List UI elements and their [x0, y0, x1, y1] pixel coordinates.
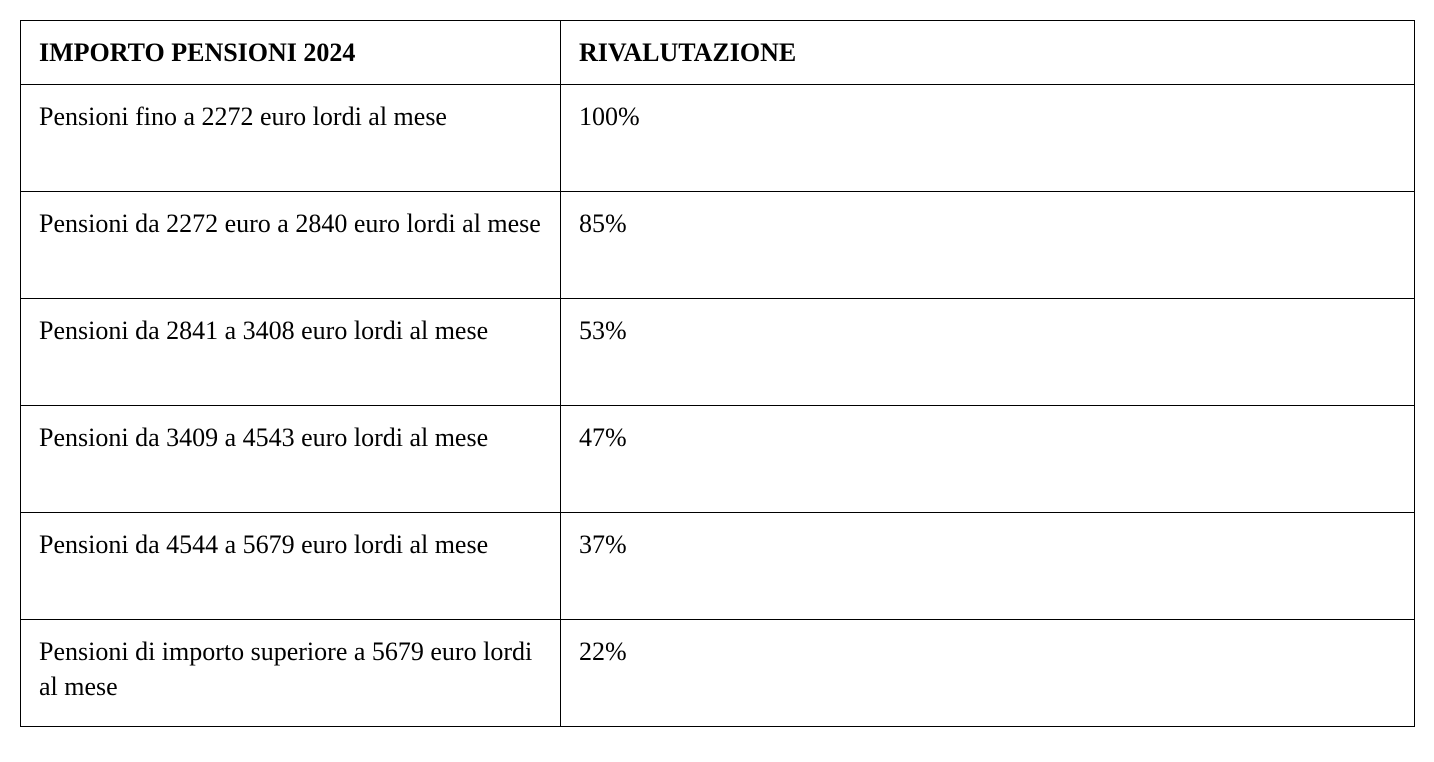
table-row: Pensioni da 4544 a 5679 euro lordi al me…	[21, 513, 1415, 620]
table-row: Pensioni da 2272 euro a 2840 euro lordi …	[21, 192, 1415, 299]
cell-rivalutazione: 85%	[561, 192, 1415, 299]
cell-rivalutazione: 100%	[561, 85, 1415, 192]
cell-rivalutazione: 37%	[561, 513, 1415, 620]
col-header-importo: IMPORTO PENSIONI 2024	[21, 21, 561, 85]
cell-importo: Pensioni da 2272 euro a 2840 euro lordi …	[21, 192, 561, 299]
table-row: Pensioni fino a 2272 euro lordi al mese …	[21, 85, 1415, 192]
cell-rivalutazione: 53%	[561, 299, 1415, 406]
cell-importo: Pensioni da 2841 a 3408 euro lordi al me…	[21, 299, 561, 406]
table-row: Pensioni da 3409 a 4543 euro lordi al me…	[21, 406, 1415, 513]
cell-rivalutazione: 47%	[561, 406, 1415, 513]
cell-importo: Pensioni di importo superiore a 5679 eur…	[21, 620, 561, 727]
col-header-rivalutazione: RIVALUTAZIONE	[561, 21, 1415, 85]
table-row: Pensioni da 2841 a 3408 euro lordi al me…	[21, 299, 1415, 406]
table-row: Pensioni di importo superiore a 5679 eur…	[21, 620, 1415, 727]
cell-importo: Pensioni fino a 2272 euro lordi al mese	[21, 85, 561, 192]
table-header-row: IMPORTO PENSIONI 2024 RIVALUTAZIONE	[21, 21, 1415, 85]
pension-table: IMPORTO PENSIONI 2024 RIVALUTAZIONE Pens…	[20, 20, 1415, 727]
cell-importo: Pensioni da 3409 a 4543 euro lordi al me…	[21, 406, 561, 513]
cell-rivalutazione: 22%	[561, 620, 1415, 727]
cell-importo: Pensioni da 4544 a 5679 euro lordi al me…	[21, 513, 561, 620]
